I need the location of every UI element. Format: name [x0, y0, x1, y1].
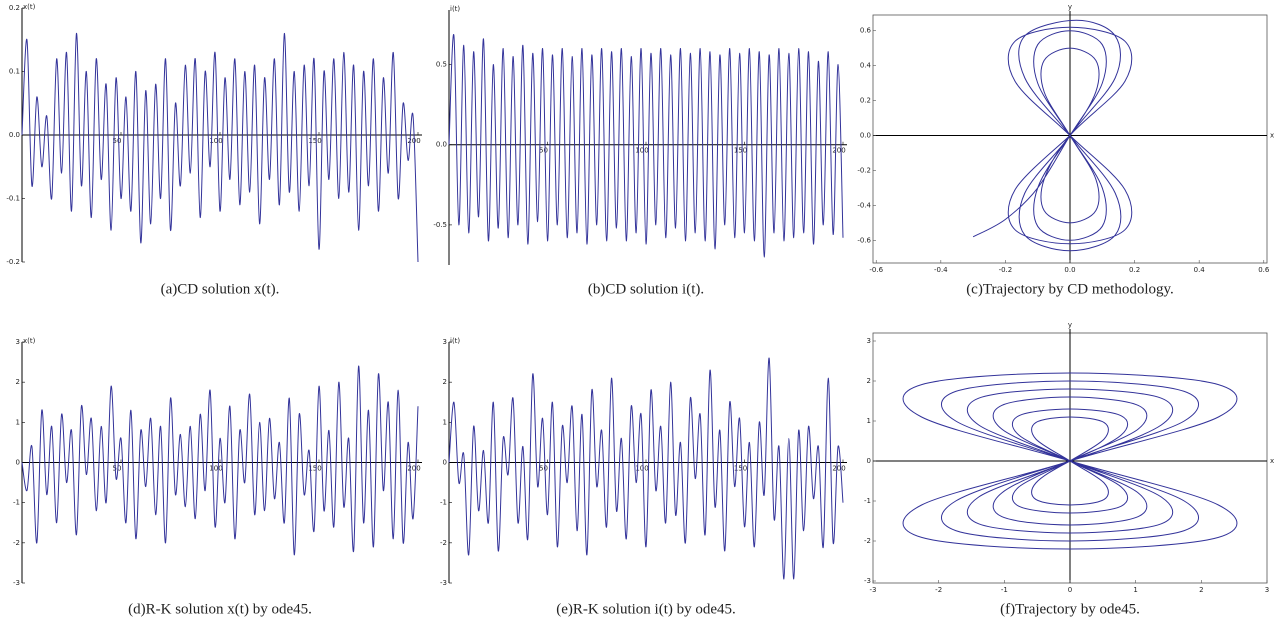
y-tick-label: 0.4: [860, 62, 872, 70]
x-tick-label: 150: [734, 147, 747, 155]
x-tick-label: 50: [113, 465, 122, 473]
x-axis-label: x: [1270, 457, 1274, 465]
caption: (b)CD solution i(t).: [588, 281, 704, 297]
x-tick-label: 100: [209, 137, 222, 145]
x-tick-label: 50: [539, 465, 548, 473]
y-tick-label: -0.6: [857, 236, 871, 244]
y-axis-label: x(t): [23, 337, 36, 345]
x-tick-label: 150: [308, 137, 321, 145]
x-tick-label: 50: [539, 147, 548, 155]
x-tick-label: 1: [1133, 586, 1137, 594]
y-tick-label: -0.1: [6, 195, 20, 203]
x-tick-label: 200: [407, 465, 420, 473]
y-tick-label: -0.2: [857, 166, 871, 174]
y-tick-label: -2: [13, 539, 20, 547]
y-tick-label: 0.1: [9, 68, 20, 76]
y-axis-label: y: [1068, 321, 1072, 329]
y-tick-label: -2: [440, 539, 447, 547]
y-tick-label: 3: [443, 338, 447, 346]
x-tick-label: -0.6: [869, 266, 883, 274]
x-tick-label: -3: [870, 586, 877, 594]
x-tick-label: 0.2: [1129, 266, 1140, 274]
y-tick-label: -1: [440, 499, 447, 507]
y-tick-label: 0.0: [860, 132, 871, 140]
y-tick-label: 2: [443, 378, 447, 386]
y-tick-label: 0: [16, 459, 20, 467]
y-tick-label: 1: [443, 418, 447, 426]
x-axis-label: x: [1270, 132, 1274, 140]
y-tick-label: 3: [867, 337, 871, 345]
y-tick-label: -0.5: [433, 221, 447, 229]
y-tick-label: 3: [16, 338, 20, 346]
y-tick-label: 0.0: [436, 141, 447, 149]
x-tick-label: 200: [832, 465, 845, 473]
data-line: [972, 19, 1133, 252]
x-tick-label: 0.0: [1064, 266, 1075, 274]
caption: (f)Trajectory by ode45.: [1000, 601, 1140, 617]
caption: (d)R-K solution x(t) by ode45.: [128, 601, 312, 617]
y-tick-label: -3: [440, 579, 447, 587]
data-line: [21, 32, 419, 263]
x-tick-label: 150: [308, 465, 321, 473]
y-tick-label: 1: [867, 417, 871, 425]
y-tick-label: -0.2: [6, 258, 20, 266]
y-tick-label: -1: [13, 499, 20, 507]
x-tick-label: 0: [1068, 586, 1072, 594]
x-tick-label: -0.4: [934, 266, 948, 274]
x-tick-label: 150: [734, 465, 747, 473]
y-tick-label: 2: [867, 377, 871, 385]
y-tick-label: -3: [13, 579, 20, 587]
y-tick-label: 2: [16, 378, 20, 386]
y-tick-label: 1: [16, 418, 20, 426]
y-tick-label: 0.2: [860, 97, 871, 105]
data-line: [448, 357, 844, 580]
x-tick-label: 100: [209, 465, 222, 473]
data-line: [902, 372, 1238, 550]
x-tick-label: 50: [113, 137, 122, 145]
data-line: [448, 34, 844, 258]
y-tick-label: 0.0: [9, 131, 20, 139]
x-tick-label: 3: [1265, 586, 1269, 594]
y-tick-label: 0: [443, 459, 447, 467]
caption: (a)CD solution x(t).: [161, 281, 280, 297]
x-tick-label: -2: [935, 586, 942, 594]
x-tick-label: -0.2: [999, 266, 1013, 274]
y-tick-label: -1: [864, 497, 871, 505]
y-axis-label: y: [1068, 3, 1072, 11]
y-tick-label: 0: [867, 457, 871, 465]
y-tick-label: -3: [864, 577, 871, 585]
y-axis-label: i(t): [450, 337, 460, 345]
caption: (c)Trajectory by CD methodology.: [966, 281, 1174, 297]
x-tick-label: 100: [635, 465, 648, 473]
y-tick-label: 0.6: [860, 27, 872, 35]
data-line: [21, 365, 419, 556]
x-tick-label: 0.4: [1194, 266, 1206, 274]
y-axis-label: x(t): [23, 3, 36, 11]
x-tick-label: -1: [1001, 586, 1008, 594]
y-tick-label: -0.4: [857, 201, 871, 209]
y-tick-label: -2: [864, 537, 871, 545]
y-axis-label: i(t): [450, 5, 460, 13]
y-tick-label: 0.2: [9, 4, 20, 12]
x-tick-label: 100: [635, 147, 648, 155]
x-tick-label: 200: [832, 147, 845, 155]
x-tick-label: 2: [1199, 586, 1203, 594]
caption: (e)R-K solution i(t) by ode45.: [556, 601, 736, 617]
y-tick-label: 0.5: [436, 61, 447, 69]
x-tick-label: 0.6: [1258, 266, 1270, 274]
